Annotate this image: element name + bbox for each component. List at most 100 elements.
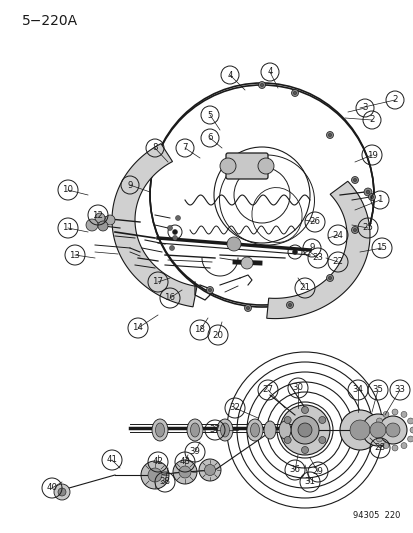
Text: 25: 25: [362, 223, 373, 232]
Circle shape: [385, 423, 399, 437]
Circle shape: [326, 132, 333, 139]
Text: 39: 39: [189, 448, 200, 456]
Text: 4: 4: [267, 68, 272, 77]
Circle shape: [407, 418, 413, 424]
Circle shape: [178, 466, 190, 478]
Circle shape: [98, 221, 108, 231]
Circle shape: [409, 427, 413, 433]
Circle shape: [351, 176, 358, 183]
Circle shape: [375, 436, 382, 442]
Text: 40: 40: [46, 483, 57, 492]
Text: 13: 13: [69, 251, 80, 260]
Circle shape: [369, 422, 385, 438]
Circle shape: [58, 488, 66, 496]
Text: 10: 10: [62, 185, 74, 195]
Circle shape: [373, 427, 379, 433]
Circle shape: [204, 464, 215, 475]
Text: 7: 7: [182, 143, 188, 152]
Circle shape: [318, 416, 325, 424]
Circle shape: [258, 82, 265, 88]
Text: 43: 43: [179, 457, 190, 466]
Text: 27: 27: [262, 385, 273, 394]
Circle shape: [169, 246, 174, 251]
Polygon shape: [266, 181, 369, 319]
Circle shape: [244, 304, 251, 311]
Circle shape: [147, 468, 161, 482]
Ellipse shape: [152, 419, 168, 441]
Circle shape: [86, 219, 98, 231]
Text: 42: 42: [152, 457, 163, 466]
Circle shape: [297, 423, 311, 437]
Text: 2: 2: [368, 116, 374, 125]
Circle shape: [167, 225, 172, 230]
Ellipse shape: [187, 419, 202, 441]
Circle shape: [283, 416, 290, 424]
Polygon shape: [112, 143, 197, 307]
Circle shape: [291, 90, 298, 96]
Circle shape: [290, 416, 318, 444]
Circle shape: [260, 84, 263, 86]
Circle shape: [226, 237, 240, 251]
Circle shape: [391, 445, 397, 451]
Circle shape: [172, 230, 177, 235]
Text: 17: 17: [152, 278, 163, 287]
Circle shape: [328, 277, 331, 280]
Circle shape: [353, 179, 356, 182]
Circle shape: [301, 407, 308, 414]
Text: 23: 23: [312, 254, 323, 262]
Text: 16: 16: [164, 294, 175, 303]
Circle shape: [400, 442, 406, 449]
Circle shape: [326, 274, 333, 281]
Circle shape: [368, 193, 375, 200]
Text: 35: 35: [372, 385, 382, 394]
Text: 3: 3: [361, 103, 367, 112]
Text: 4: 4: [227, 70, 232, 79]
Text: 37: 37: [209, 425, 220, 434]
Circle shape: [219, 158, 235, 174]
Circle shape: [382, 411, 388, 417]
Text: 24: 24: [332, 230, 343, 239]
Circle shape: [375, 418, 382, 424]
Circle shape: [301, 447, 308, 454]
Ellipse shape: [250, 423, 259, 437]
Circle shape: [293, 92, 296, 94]
Circle shape: [105, 215, 115, 225]
Circle shape: [208, 288, 211, 292]
Text: 36: 36: [289, 465, 300, 474]
Circle shape: [283, 437, 290, 443]
Ellipse shape: [155, 423, 164, 437]
Circle shape: [246, 306, 249, 310]
Text: 22: 22: [332, 257, 343, 266]
Circle shape: [351, 227, 358, 233]
Text: 5: 5: [207, 110, 212, 119]
Circle shape: [257, 158, 273, 174]
Text: 9: 9: [127, 181, 133, 190]
Text: 19: 19: [366, 150, 377, 159]
Circle shape: [349, 420, 369, 440]
Circle shape: [279, 405, 329, 455]
Circle shape: [54, 484, 70, 500]
Circle shape: [353, 229, 356, 231]
Circle shape: [378, 416, 406, 444]
Text: 29: 29: [312, 467, 323, 477]
Circle shape: [173, 460, 197, 484]
Circle shape: [400, 411, 406, 417]
Ellipse shape: [220, 423, 229, 437]
Circle shape: [288, 303, 291, 306]
Text: 41: 41: [106, 456, 117, 464]
Ellipse shape: [278, 421, 290, 439]
Circle shape: [175, 215, 180, 221]
Text: 94305  220: 94305 220: [352, 511, 399, 520]
Circle shape: [95, 213, 105, 223]
Text: 15: 15: [375, 244, 387, 253]
Circle shape: [370, 196, 373, 199]
Text: 38: 38: [159, 478, 170, 487]
Text: 18: 18: [194, 326, 205, 335]
Text: 8: 8: [152, 143, 157, 152]
Ellipse shape: [190, 423, 199, 437]
Circle shape: [382, 442, 388, 449]
Text: 11: 11: [62, 223, 74, 232]
Ellipse shape: [263, 421, 275, 439]
Circle shape: [391, 409, 397, 415]
Text: 12: 12: [92, 211, 103, 220]
